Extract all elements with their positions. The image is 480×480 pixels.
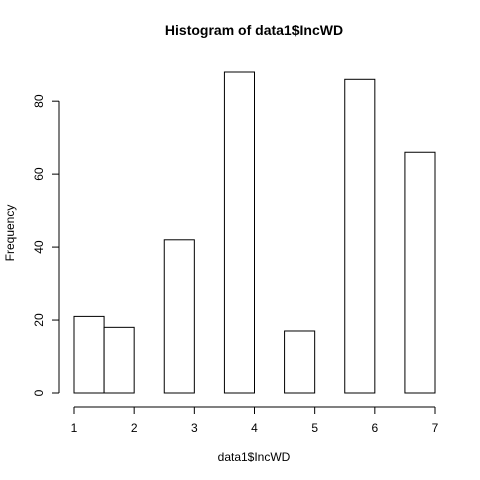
histogram-bar-0 (73, 315, 105, 394)
y-tick-label-3: 60 (32, 167, 46, 181)
y-axis-label: Frequency (3, 205, 17, 262)
bars-group (73, 71, 436, 394)
y-axis: 0 20 40 60 80 (32, 94, 60, 396)
histogram-bar-1 (103, 326, 135, 394)
chart-title: Histogram of data1$IncWD (165, 22, 343, 38)
x-tick-label-1: 2 (131, 421, 138, 435)
histogram-bar-11 (404, 151, 436, 394)
histogram-bar-5 (223, 71, 256, 394)
histogram-bar-3 (163, 239, 195, 394)
x-axis-label: data1$IncWD (218, 450, 291, 464)
x-tick-label-0: 1 (71, 421, 78, 435)
x-tick-label-4: 5 (311, 421, 318, 435)
x-tick-label-2: 3 (191, 421, 198, 435)
y-tick-label-4: 80 (32, 94, 46, 108)
histogram-bar-7 (284, 330, 316, 394)
x-tick-label-5: 6 (371, 421, 378, 435)
y-tick-label-0: 0 (32, 389, 46, 396)
x-tick-label-3: 4 (251, 421, 258, 435)
x-tick-label-6: 7 (432, 421, 439, 435)
histogram-bar-9 (344, 78, 376, 394)
x-axis: 1 2 3 4 5 6 7 (71, 406, 439, 435)
y-tick-label-1: 20 (32, 313, 46, 327)
y-tick-label-2: 40 (32, 240, 46, 254)
